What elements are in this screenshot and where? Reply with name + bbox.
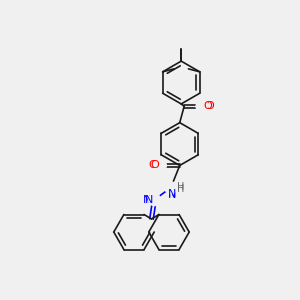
Text: N: N xyxy=(168,190,176,200)
Circle shape xyxy=(165,182,177,194)
Circle shape xyxy=(154,160,166,171)
Circle shape xyxy=(196,100,208,112)
Text: N: N xyxy=(142,195,151,205)
Text: O: O xyxy=(203,101,212,111)
Text: N: N xyxy=(145,195,153,205)
Text: H: H xyxy=(177,184,184,194)
Text: O: O xyxy=(150,160,159,170)
Text: H: H xyxy=(177,182,184,193)
Circle shape xyxy=(148,194,160,206)
Text: O: O xyxy=(206,101,214,111)
Text: O: O xyxy=(148,160,157,170)
Text: N: N xyxy=(168,189,176,199)
